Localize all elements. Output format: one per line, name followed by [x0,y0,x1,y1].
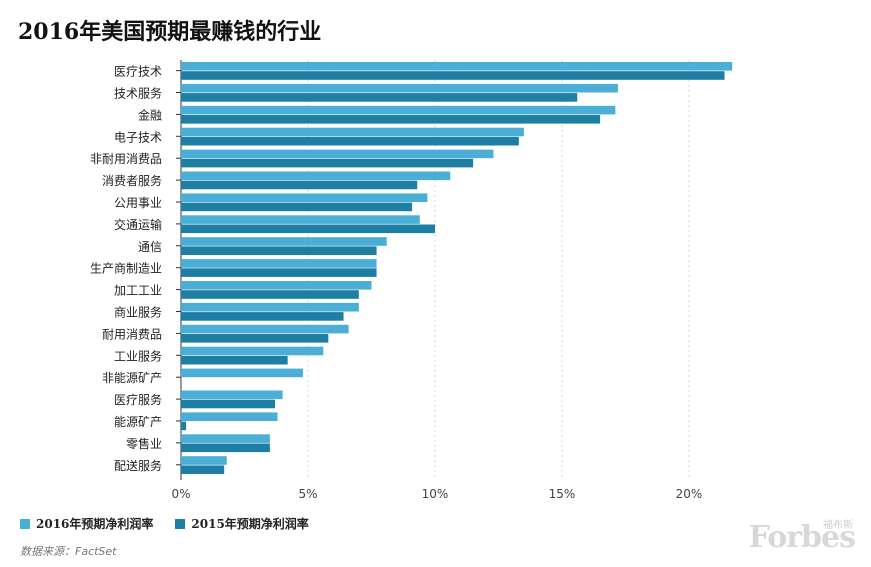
legend: 2016年预期净利润率 2015年预期净利润率 [20,515,331,532]
category-label: 能源矿产 [114,415,162,429]
bar-2016 [181,434,270,443]
bar-2015 [181,246,377,255]
bar-2015 [181,443,270,453]
bar-2016 [181,346,324,356]
x-tick-label: 0% [171,487,190,501]
bar-2015 [181,421,187,431]
legend-label-2016: 2016年预期净利润率 [36,517,154,531]
bar-2016 [181,324,349,334]
legend-label-2015: 2015年预期净利润率 [191,517,309,531]
x-tick-label: 15% [549,487,576,501]
bar-2016 [181,281,372,290]
category-label: 非能源矿产 [102,371,162,385]
category-label: 非耐用消费品 [90,152,162,166]
category-label: 工业服务 [114,348,162,363]
bar-2015 [181,180,418,190]
x-tick-label: 20% [676,487,703,501]
bar-2015 [181,136,519,146]
watermark-sub: 福布斯 [823,520,853,531]
watermark-text: Forbes [748,520,856,555]
category-label: 医疗技术 [114,65,162,79]
bar-2016 [181,259,377,268]
bar-2016 [181,193,428,202]
category-label: 电子技术 [114,130,162,144]
category-label: 公用事业 [114,196,162,210]
bar-2016 [181,83,618,93]
category-label: 配送服务 [114,458,162,473]
bar-2016 [181,127,524,137]
bar-2016 [181,390,283,400]
bar-2015 [181,202,413,212]
bar-2015 [181,158,474,168]
category-label: 商业服务 [114,305,162,320]
chart-title: 2016年美国预期最赚钱的行业 [18,19,322,45]
category-label: 金融 [138,107,162,122]
bar-2015 [181,268,377,277]
category-label: 消费者服务 [102,173,162,188]
category-label: 通信 [138,240,162,254]
bar-2015 [181,312,344,321]
category-label: 加工工业 [114,284,162,298]
bar-2015 [181,71,725,80]
category-label: 生产商制造业 [90,261,162,276]
x-tick-label: 10% [422,487,449,501]
bar-2016 [181,302,359,312]
x-tick-label: 5% [298,487,317,501]
category-label: 医疗服务 [114,392,162,407]
category-label: 交通运输 [114,217,162,232]
forbes-watermark: 福布斯 Forbes [748,520,856,555]
bar-2016 [181,105,616,115]
bar-2016 [181,368,303,378]
bar-2015 [181,465,225,474]
bar-2016 [181,62,733,71]
category-label: 技术服务 [114,86,162,101]
bar-2016 [181,215,420,224]
bar-2016 [181,171,451,181]
legend-item-2015: 2015年预期净利润率 [175,515,309,532]
bar-2015 [181,399,275,409]
category-label: 零售业 [126,436,162,451]
bar-2016 [181,237,387,246]
bar-2015 [181,224,435,234]
source-note: 数据来源：FactSet [20,545,117,558]
legend-item-2016: 2016年预期净利润率 [20,515,153,532]
bar-2015 [181,93,578,102]
category-label: 耐用消费品 [102,327,162,341]
bar-2015 [181,355,288,365]
bar-2016 [181,149,494,159]
bar-2016 [181,412,278,421]
bar-2015 [181,334,329,343]
bar-2015 [181,115,601,124]
legend-swatch-2015 [175,518,186,529]
bar-2016 [181,456,227,465]
bar-2015 [181,290,359,299]
legend-swatch-2016 [20,518,30,529]
